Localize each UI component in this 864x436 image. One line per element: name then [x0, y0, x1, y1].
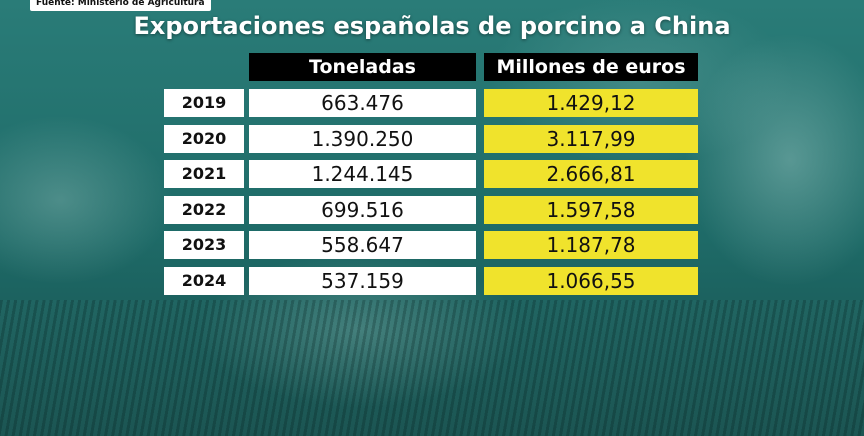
cell-toneladas: 537.159 [249, 267, 476, 295]
row-year-label: 2021 [164, 160, 244, 188]
row-year-label: 2024 [164, 267, 244, 295]
cell-toneladas: 1.390.250 [249, 125, 476, 153]
cell-toneladas: 699.516 [249, 196, 476, 224]
cell-millones-euros: 1.066,55 [484, 267, 698, 295]
cell-millones-euros: 2.666,81 [484, 160, 698, 188]
source-label: Fuente: Ministerio de Agricultura [30, 0, 211, 11]
background-grass [0, 300, 864, 436]
cell-millones-euros: 1.429,12 [484, 89, 698, 117]
row-year-label: 2019 [164, 89, 244, 117]
cell-toneladas: 558.647 [249, 231, 476, 259]
row-year-label: 2022 [164, 196, 244, 224]
cell-toneladas: 1.244.145 [249, 160, 476, 188]
column-header-euros: Millones de euros [484, 53, 698, 81]
row-year-label: 2023 [164, 231, 244, 259]
cell-millones-euros: 1.187,78 [484, 231, 698, 259]
cell-millones-euros: 1.597,58 [484, 196, 698, 224]
cell-millones-euros: 3.117,99 [484, 125, 698, 153]
row-year-label: 2020 [164, 125, 244, 153]
chart-title: Exportaciones españolas de porcino a Chi… [133, 12, 731, 40]
column-header-toneladas: Toneladas [249, 53, 476, 81]
cell-toneladas: 663.476 [249, 89, 476, 117]
